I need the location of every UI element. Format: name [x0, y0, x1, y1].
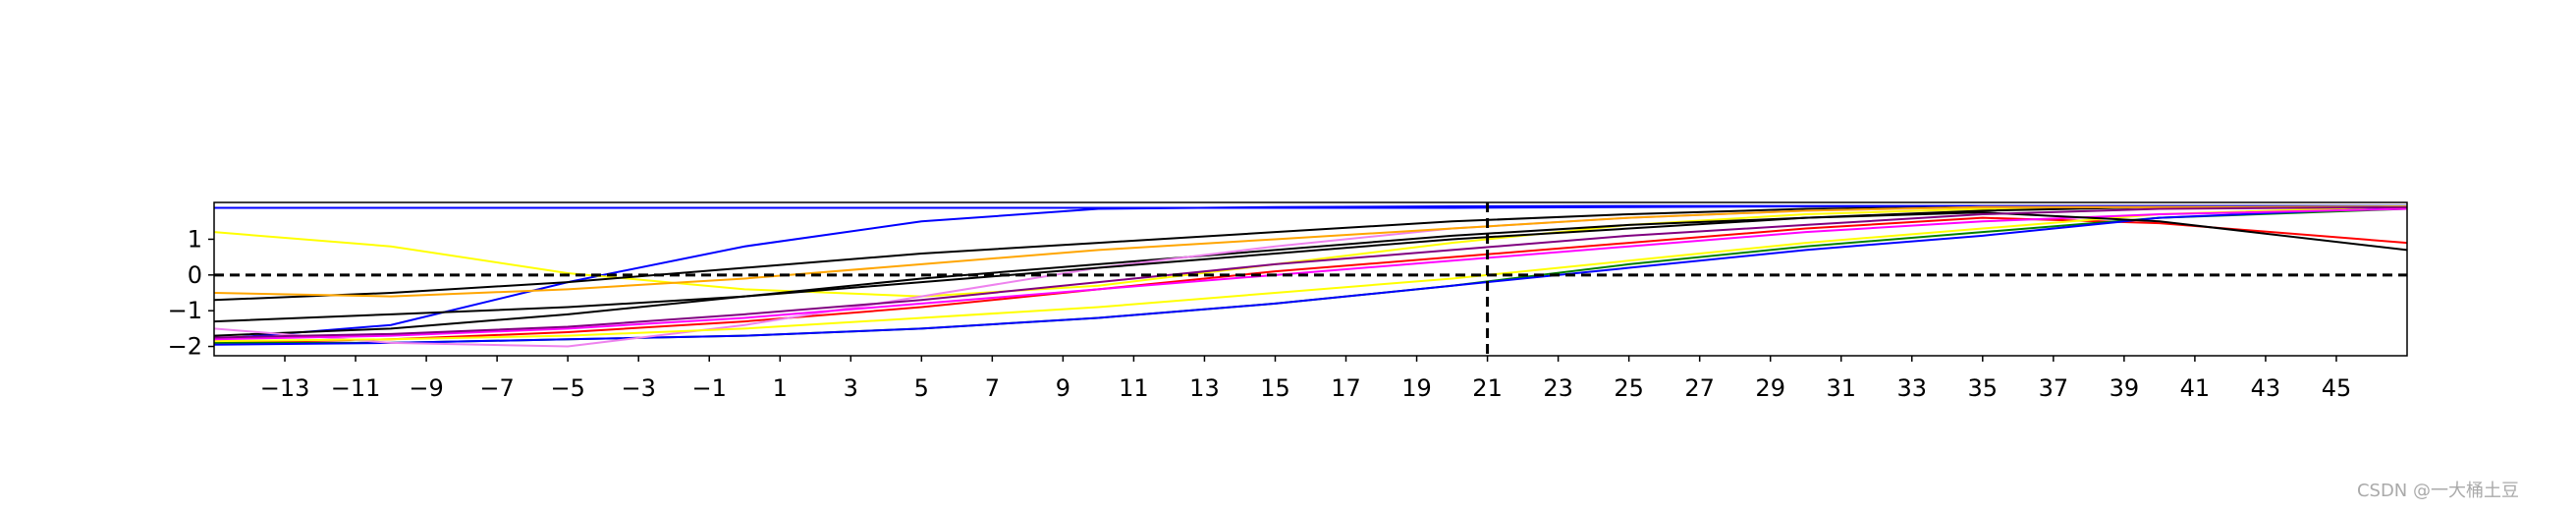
x-tick-label: 31 [1826, 374, 1856, 402]
x-tick-label: 9 [1056, 374, 1070, 402]
x-tick-label: 27 [1684, 374, 1715, 402]
x-tick-label: 37 [2039, 374, 2069, 402]
x-tick-label: −5 [550, 374, 584, 402]
series-line [214, 205, 2407, 339]
x-tick-label: 39 [2110, 374, 2140, 402]
x-tick-label: −11 [331, 374, 381, 402]
watermark: CSDN @一大桶土豆 [2357, 481, 2519, 501]
y-tick-label: −2 [168, 333, 202, 361]
y-tick-label: −1 [168, 297, 202, 324]
x-tick-label: 23 [1543, 374, 1573, 402]
y-tick-label: 1 [188, 225, 202, 253]
series-line [214, 205, 2407, 337]
x-tick-label: 25 [1614, 374, 1644, 402]
series-line [214, 216, 2407, 344]
series-line [214, 205, 2407, 346]
x-tick-label: 1 [773, 374, 788, 402]
x-tick-label: 35 [1968, 374, 1999, 402]
x-tick-label: 13 [1189, 374, 1220, 402]
series-line [214, 205, 2407, 348]
x-tick-label: 17 [1331, 374, 1361, 402]
x-tick-label: −7 [479, 374, 514, 402]
x-tick-label: 45 [2322, 374, 2352, 402]
x-tick-label: 7 [985, 374, 1000, 402]
x-tick-label: −13 [260, 374, 310, 402]
series-line [214, 211, 2407, 323]
plot-area [214, 204, 2407, 348]
x-tick-label: 43 [2251, 374, 2281, 402]
series-line [214, 207, 2407, 341]
x-tick-label: 5 [914, 374, 929, 402]
x-tick-label: −9 [409, 374, 443, 402]
x-tick-label: −3 [621, 374, 655, 402]
x-tick-label: 19 [1401, 374, 1432, 402]
x-tick-label: 29 [1755, 374, 1785, 402]
x-tick-label: 15 [1260, 374, 1290, 402]
x-tick-label: 33 [1897, 374, 1928, 402]
x-tick-label: 3 [844, 374, 858, 402]
x-tick-label: 21 [1472, 374, 1503, 402]
y-tick-label: 0 [188, 261, 202, 289]
plot-frame [213, 201, 2408, 357]
x-tick-label: 11 [1119, 374, 1149, 402]
series-line [214, 205, 2407, 343]
series-line [214, 205, 2407, 298]
x-tick-label: 41 [2180, 374, 2211, 402]
x-tick-label: −1 [692, 374, 727, 402]
